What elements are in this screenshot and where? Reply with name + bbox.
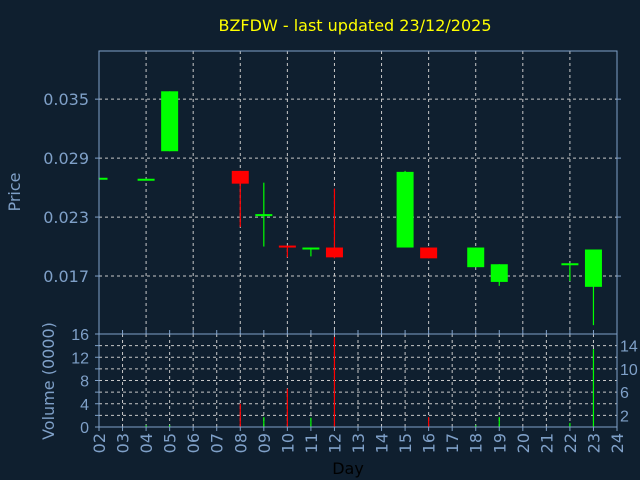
x-tick-label: 13	[349, 433, 368, 453]
x-tick-label: 19	[490, 433, 509, 453]
x-tick-label: 10	[278, 433, 297, 453]
x-tick-label: 12	[325, 433, 344, 453]
volume-tick-label: 10	[620, 362, 638, 379]
candle-body	[137, 178, 155, 181]
axes	[95, 50, 621, 431]
x-tick-label: 04	[137, 433, 156, 453]
candle-body	[420, 247, 438, 259]
volume-tick-label: 6	[620, 385, 629, 402]
candle-body	[255, 214, 273, 217]
price-tick-label: 0.017	[43, 267, 89, 286]
volume-grid	[99, 334, 617, 427]
price-grid	[99, 51, 617, 334]
x-tick-label: 14	[373, 433, 392, 453]
candle-body	[325, 247, 343, 258]
candle-body	[99, 177, 108, 180]
candle-body	[161, 91, 179, 152]
volume-tick-label: 14	[620, 339, 638, 356]
x-tick-label: 06	[184, 433, 203, 453]
volume-tick-label: 16	[71, 327, 89, 344]
price-tick-label: 0.029	[43, 149, 89, 168]
candle-body	[278, 245, 296, 248]
x-tick-label: 21	[537, 433, 556, 453]
x-tick-label: 09	[255, 433, 274, 453]
x-tick-label: 08	[231, 433, 250, 453]
x-tick-label: 07	[208, 433, 227, 453]
candle-body	[561, 263, 579, 266]
candle-body	[396, 171, 414, 248]
x-axis-label: Day	[332, 459, 364, 478]
x-tick-label: 05	[161, 433, 180, 453]
chart-title: BZFDW - last updated 23/12/2025	[218, 16, 491, 35]
volume-bars	[145, 336, 595, 427]
x-tick-label: 11	[302, 433, 321, 453]
x-tick-label: 22	[561, 433, 580, 453]
candle-body	[584, 249, 602, 287]
volume-tick-label: 2	[620, 408, 629, 425]
x-tick-label: 23	[584, 433, 603, 453]
volume-tick-label: 8	[80, 374, 89, 391]
candle-body	[490, 264, 508, 282]
price-axis-label: Price	[5, 172, 24, 211]
x-tick-label: 18	[467, 433, 486, 453]
candles	[98, 91, 602, 326]
x-tick-label: 24	[608, 433, 627, 453]
x-tick-label: 02	[90, 433, 109, 453]
candle-body	[467, 247, 485, 268]
candle-body	[231, 170, 249, 184]
volume-tick-label: 4	[80, 397, 89, 414]
volume-panel-frame	[98, 333, 618, 428]
x-tick-label: 16	[420, 433, 439, 453]
x-tick-label: 03	[114, 433, 133, 453]
candle-body	[302, 247, 320, 250]
volume-tick-label: 0	[80, 420, 89, 437]
price-tick-label: 0.035	[43, 90, 89, 109]
price-tick-label: 0.023	[43, 208, 89, 227]
x-tick-label: 15	[396, 433, 415, 453]
x-tick-label: 17	[443, 433, 462, 453]
volume-tick-label: 12	[71, 350, 89, 367]
volume-axis-label: Volume (0000)	[39, 322, 58, 440]
x-tick-label: 20	[514, 433, 533, 453]
